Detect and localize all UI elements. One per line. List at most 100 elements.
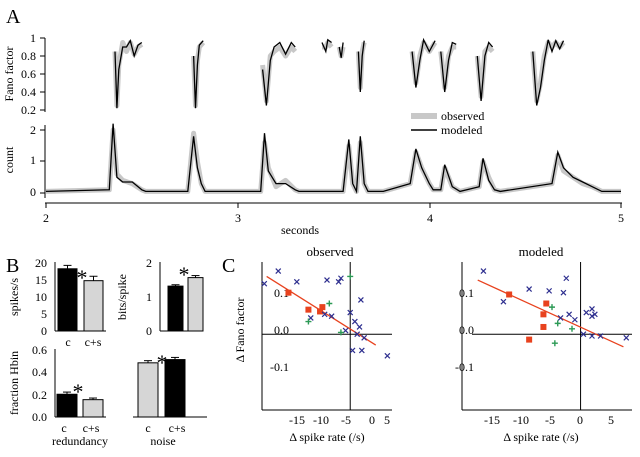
spikes-significance: * xyxy=(77,265,88,290)
scatter-point-square xyxy=(526,336,533,343)
legend: observed modeled xyxy=(411,109,484,137)
scatter-point-x xyxy=(328,313,335,320)
scatter-point-x xyxy=(589,313,595,320)
scatter-point-x xyxy=(358,347,365,354)
scatter-point-x xyxy=(566,311,573,318)
scatter-point-square xyxy=(319,304,326,311)
scatter-point-x xyxy=(571,316,578,323)
fraction-cat-label: c xyxy=(61,421,66,435)
bits-ytick-label: 1 xyxy=(146,290,152,304)
observed-ylabel: Δ Fano factor xyxy=(233,297,247,362)
fano-plot-area xyxy=(112,37,566,109)
fano-ytick-label: 1 xyxy=(30,31,36,45)
modeled-xtick-label: -10 xyxy=(513,413,529,427)
observed-xtick-label: 5 xyxy=(384,413,390,427)
scatter-point-plus xyxy=(549,304,555,311)
scatter-point-x xyxy=(347,309,354,316)
observed-title: observed xyxy=(307,244,354,259)
modeled-title: modeled xyxy=(519,244,564,259)
fraction-ylabel: fraction Hbin xyxy=(7,351,21,415)
scatter-point-x xyxy=(557,315,564,321)
observed-ytick-label: 0.1 xyxy=(274,286,289,300)
bar xyxy=(187,277,204,332)
scatter-point-square xyxy=(317,308,324,315)
fraction-ytick-label: 0.0 xyxy=(32,410,47,424)
panel-a-fano: Fano factor 1 0.8 0.6 0.4 0.2 xyxy=(2,31,566,117)
panel-b-bits: bits/spike 2 1 0 * xyxy=(115,256,204,338)
count-plot-area xyxy=(45,123,621,194)
panel-c-modeled: modeled 0.1 0.0 -0.1 -15 -10 -5 0 5 Δ sp… xyxy=(455,244,632,444)
spikes-ytick-label: 15 xyxy=(35,273,47,287)
count-ylabel: count xyxy=(2,146,16,173)
spikes-cat-label: c xyxy=(65,335,70,349)
fano-modeled-segment xyxy=(192,40,204,109)
fano-observed-segment xyxy=(530,40,566,104)
scatter-point-x xyxy=(480,268,487,274)
modeled-plot-area xyxy=(472,262,632,410)
bar xyxy=(57,268,78,332)
fano-observed-segment xyxy=(409,40,438,86)
panel-label-a: A xyxy=(6,6,21,28)
bits-significance: * xyxy=(179,262,190,287)
panel-b-fraction: fraction Hbin 0.6 0.4 0.2 0.0 c c+s c c+… xyxy=(7,343,207,448)
scatter-point-square xyxy=(540,311,547,318)
fano-ytick-label: 0.6 xyxy=(21,67,36,81)
scatter-point-square xyxy=(543,300,550,307)
fraction-group-label: redundancy xyxy=(52,434,108,448)
time-xtick-label: 2 xyxy=(43,211,49,225)
fano-modeled-segment xyxy=(261,41,296,106)
count-modeled-line xyxy=(45,123,621,194)
fano-ytick-label: 0.8 xyxy=(21,49,36,63)
legend-observed-label: observed xyxy=(441,109,484,123)
scatter-point-x xyxy=(338,275,344,282)
observed-xtick-label: 0 xyxy=(369,413,375,427)
bits-ytick-label: 0 xyxy=(146,324,152,338)
scatter-point-x xyxy=(354,331,361,338)
scatter-point-x xyxy=(356,324,363,330)
fraction-cat-label: c+s xyxy=(83,421,100,435)
fano-ytick-label: 0.2 xyxy=(21,103,36,117)
fraction-bars xyxy=(56,356,186,418)
regression-line xyxy=(477,279,624,348)
scatter-point-x xyxy=(589,306,595,312)
observed-ytick-label: 0.0 xyxy=(274,323,289,337)
scatter-point-square xyxy=(285,289,292,296)
scatter-point-plus xyxy=(554,320,561,327)
scatter-point-plus xyxy=(569,325,575,332)
scatter-point-x xyxy=(357,296,364,303)
time-xtick-label: 5 xyxy=(618,211,624,225)
time-xlabel: seconds xyxy=(281,223,319,237)
time-xtick-label: 4 xyxy=(427,211,433,225)
scatter-point-x xyxy=(335,278,342,285)
bar xyxy=(137,362,159,418)
spikes-bars xyxy=(57,264,104,332)
observed-xtick-label: -5 xyxy=(341,413,351,427)
bar xyxy=(82,399,104,418)
fano-modeled-segment xyxy=(357,40,365,93)
scatter-point-x xyxy=(560,289,567,296)
scatter-point-x xyxy=(351,318,358,325)
observed-plot-area xyxy=(261,262,392,410)
time-xtick-label: 3 xyxy=(235,211,241,225)
scatter-point-x xyxy=(526,286,533,292)
modeled-ytick-label: -0.1 xyxy=(455,360,474,374)
scatter-point-x xyxy=(275,268,282,274)
spikes-ytick-label: 20 xyxy=(35,256,47,270)
fano-modeled-segment xyxy=(440,41,457,93)
fano-modeled-segment xyxy=(476,41,494,102)
scatter-point-plus xyxy=(305,318,312,325)
fano-ylabel: Fano factor xyxy=(2,47,16,102)
scatter-point-x xyxy=(583,309,590,316)
modeled-ytick-label: 0.0 xyxy=(459,323,474,337)
fano-modeled-segment xyxy=(411,37,436,88)
modeled-xtick-label: -5 xyxy=(545,413,555,427)
modeled-ytick-label: 0.1 xyxy=(459,286,474,300)
fraction-ytick-label: 0.4 xyxy=(32,365,47,379)
observed-xlabel: Δ spike rate (/s) xyxy=(289,430,364,444)
scatter-point-x xyxy=(589,333,595,339)
fraction-cat-label: c xyxy=(145,421,150,435)
count-ytick-label: 1 xyxy=(30,153,36,167)
bar xyxy=(167,285,184,332)
spikes-cat-label: c+s xyxy=(85,335,102,349)
